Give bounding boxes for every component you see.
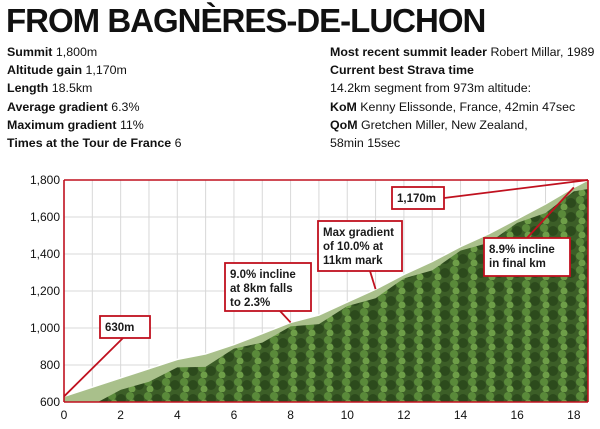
x-tick-label: 2 [117,408,124,422]
annotation-leader-line [526,186,575,239]
x-tick-label: 10 [341,408,355,422]
stat-strava-segment: 14.2km segment from 973m altitude: [330,81,532,96]
stat-label: KoM [330,99,357,114]
x-tick-label: 8 [287,408,294,422]
annotation-box [317,220,403,272]
y-tick-label: 1,200 [30,284,60,298]
annotation: 9.0% incline at 8km falls to 2.3% [224,262,312,324]
annotation-text: 8.9% incline [489,244,555,256]
annotation-leader-line [369,270,377,290]
stats-left-panel: Summit 1,800m Altitude gain 1,170m Lengt… [7,43,317,152]
annotation-leader-line [63,337,124,398]
stat-altitude-gain: Altitude gain 1,170m [7,61,317,79]
annotation-box [391,186,445,210]
stat-label: Average gradient [7,99,108,114]
annotation-box [99,315,151,339]
stat-label: QoM [330,117,358,132]
y-tick-label: 1,600 [30,210,60,224]
x-tick-label: 18 [567,408,581,422]
stat-label: Current best Strava time [330,63,474,78]
y-tick-label: 1,800 [30,173,60,187]
annotation: 630m [63,315,151,398]
annotation-text: at 8km falls [230,283,293,295]
chart-area-group [64,180,588,402]
stat-tour-appearances: Times at the Tour de France 6 [7,134,317,152]
stat-value: Gretchen Miller, New Zealand, [360,117,528,132]
annotation-text: Max gradient [323,227,394,239]
stat-value: 11% [119,117,144,132]
annotation-text: 1,170m [397,193,436,205]
x-tick-label: 6 [231,408,238,422]
stat-label: Length [7,81,49,96]
stat-label: Times at the Tour de France [7,136,172,151]
stat-label: Summit [7,45,53,59]
stat-label: Altitude gain [7,63,83,78]
annotation-text: of 10.0% at [323,241,383,253]
stat-strava-heading: Current best Strava time [330,61,595,79]
stat-value: Kenny Elissonde, France, 42min 47sec [360,99,576,114]
stat-value: 1,800m [55,45,98,59]
y-tick-label: 800 [40,358,60,372]
annotation-box [224,262,312,312]
elevation-forest-area [97,189,588,402]
stat-qom-continued: 58min 15sec [330,136,401,151]
stat-value: Robert Millar, 1989 [490,45,595,59]
y-tick-label: 600 [40,395,60,409]
stat-kom: KoM Kenny Elissonde, France, 42min 47sec [330,98,595,116]
stats-right-panel: Most recent summit leader Robert Millar,… [330,43,595,152]
x-tick-label: 0 [61,408,68,422]
annotation-leader-line [443,179,589,199]
annotation-text: in final km [489,258,546,270]
stat-label: Maximum gradient [7,117,117,132]
stat-average-gradient: Average gradient 6.3% [7,98,317,116]
x-tick-label: 16 [511,408,525,422]
y-tick-label: 1,400 [30,247,60,261]
stat-summit: Summit 1,800m [7,43,317,61]
annotation-text: 9.0% incline [230,269,296,281]
stat-value: 18.5km [51,81,93,96]
y-tick-label: 1,000 [30,321,60,335]
stat-maximum-gradient: Maximum gradient 11% [7,116,317,134]
annotation: Max gradient of 10.0% at 11km mark [317,220,403,290]
x-tick-label: 14 [454,408,468,422]
chart-annotations: 630m 9.0% incline at 8km falls to 2.3% Max g… [63,179,589,398]
annotation-text: 11km mark [323,255,383,267]
stat-qom: QoM Gretchen Miller, New Zealand, [330,116,595,134]
annotation-text: 630m [105,322,134,334]
stat-length: Length 18.5km [7,79,317,97]
x-axis-ticks: 0 2 4 6 8 10 12 14 16 18 [61,408,581,422]
stat-value: 6.3% [111,99,140,114]
y-axis-ticks: 600 800 1,000 1,200 1,400 1,600 1,800 [30,173,60,409]
elevation-chart: 600 800 1,000 1,200 1,400 1,600 1,800 0 2 4 6 8 10 1… [30,173,589,422]
page-title: FROM BAGNÈRES-DE-LUCHON [6,2,486,39]
x-tick-label: 12 [397,408,411,422]
x-tick-label: 4 [174,408,181,422]
stat-summit-leader: Most recent summit leader Robert Millar,… [330,43,595,61]
annotation: 8.9% incline in final km [483,186,575,277]
stat-label: Most recent summit leader [330,45,487,59]
stat-value: 6 [174,136,182,151]
elevation-profile-line [63,179,589,398]
annotation: 1,170m [391,179,589,210]
annotation-box [483,237,571,277]
stat-value: 1,170m [85,63,127,78]
annotation-leader-line [279,310,292,324]
annotation-text: to 2.3% [230,297,270,309]
